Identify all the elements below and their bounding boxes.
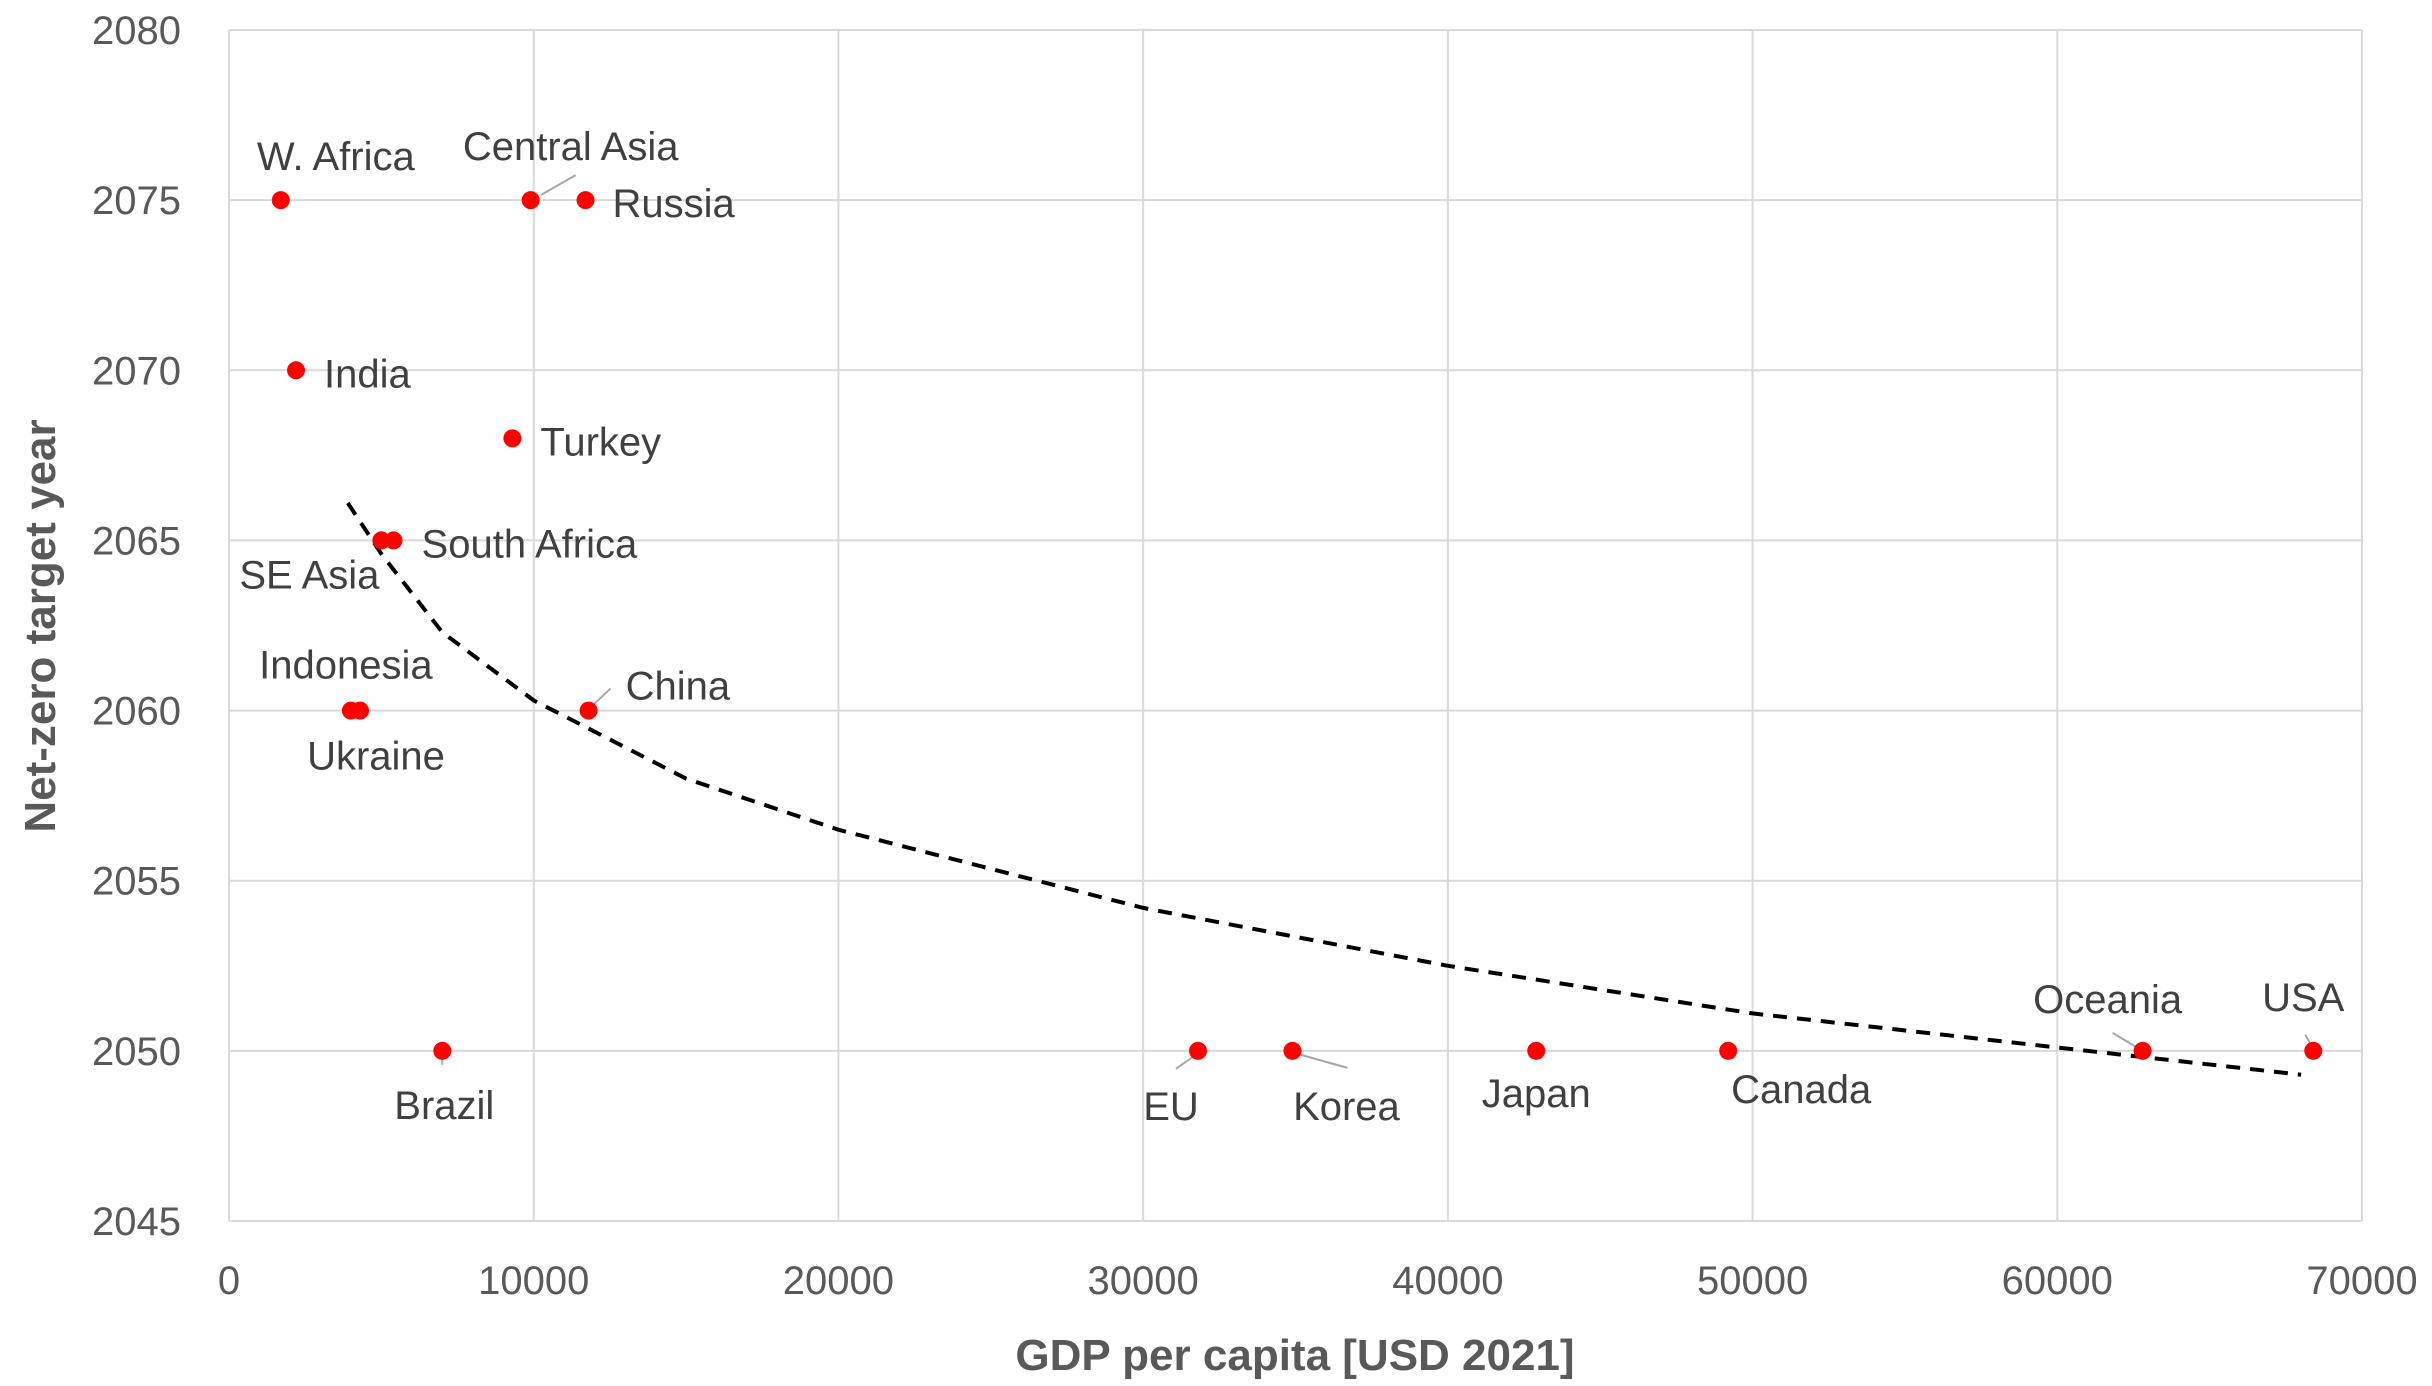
y-tick-label: 2075 — [92, 179, 181, 223]
label-central-asia: Central Asia — [463, 125, 679, 169]
data-points — [271, 191, 2323, 1060]
label-se-asia: SE Asia — [239, 553, 380, 597]
leader-line-china — [592, 687, 612, 706]
gridlines — [228, 29, 2363, 1222]
leader-line-oceania — [2112, 1031, 2139, 1049]
point-korea — [1283, 1041, 1302, 1060]
label-russia: Russia — [613, 182, 736, 226]
x-tick-label: 50000 — [1697, 1259, 1808, 1303]
x-tick-label: 20000 — [783, 1259, 894, 1303]
label-canada: Canada — [1731, 1068, 1872, 1112]
y-tick-label: 2045 — [92, 1200, 181, 1244]
point-oceania — [2133, 1041, 2152, 1060]
label-w-africa: W. Africa — [257, 135, 416, 179]
point-russia — [576, 191, 595, 210]
y-tick-label: 2080 — [92, 9, 181, 53]
x-tick-label: 60000 — [2002, 1259, 2113, 1303]
label-india: India — [324, 352, 411, 396]
leader-line-central-asia — [540, 174, 577, 197]
label-indonesia: Indonesia — [259, 644, 433, 688]
y-axis-title: Net-zero target year — [16, 419, 65, 832]
point-japan — [1527, 1041, 1546, 1060]
label-south-africa: South Africa — [422, 522, 638, 566]
label-brazil: Brazil — [394, 1084, 494, 1128]
label-usa: USA — [2262, 976, 2345, 1020]
point-brazil — [433, 1041, 452, 1060]
trendline — [346, 501, 2302, 1077]
y-tick-label: 2050 — [92, 1030, 181, 1074]
point-south-africa — [384, 531, 403, 550]
point-india — [287, 361, 306, 380]
x-tick-label: 0 — [218, 1259, 240, 1303]
point-ukraine — [351, 701, 370, 720]
label-oceania: Oceania — [2033, 978, 2183, 1022]
x-tick-label: 40000 — [1392, 1259, 1503, 1303]
point-central-asia — [521, 191, 540, 210]
x-axis-title: GDP per capita [USD 2021] — [1015, 1331, 1574, 1380]
point-w-africa — [271, 191, 290, 210]
y-tick-label: 2060 — [92, 690, 181, 734]
label-china: China — [626, 665, 731, 709]
trendline-group — [346, 501, 2302, 1077]
x-tick-label: 30000 — [1088, 1259, 1199, 1303]
point-canada — [1719, 1041, 1738, 1060]
leader-lines — [441, 174, 2313, 1070]
y-tick-label: 2065 — [92, 519, 181, 563]
label-eu: EU — [1143, 1085, 1199, 1129]
point-usa — [2304, 1041, 2323, 1060]
point-turkey — [503, 429, 522, 448]
leader-line-korea — [1297, 1052, 1348, 1069]
point-eu — [1188, 1041, 1207, 1060]
point-china — [579, 701, 598, 720]
y-tick-labels: 2045 2050 2055 2060 2065 2070 2075 2080 — [92, 9, 181, 1244]
point-labels: W. Africa Central Asia Russia India Turkey SE… — [239, 125, 2344, 1129]
y-tick-label: 2070 — [92, 349, 181, 393]
y-tick-label: 2055 — [92, 860, 181, 904]
label-japan: Japan — [1482, 1072, 1591, 1116]
label-korea: Korea — [1293, 1085, 1400, 1129]
leader-line-eu — [1175, 1056, 1194, 1070]
label-ukraine: Ukraine — [307, 735, 445, 779]
x-tick-labels: 0 10000 20000 30000 40000 50000 60000 70000 — [218, 1259, 2418, 1303]
label-turkey: Turkey — [540, 420, 661, 464]
x-tick-label: 70000 — [2306, 1259, 2417, 1303]
x-tick-label: 10000 — [478, 1259, 589, 1303]
